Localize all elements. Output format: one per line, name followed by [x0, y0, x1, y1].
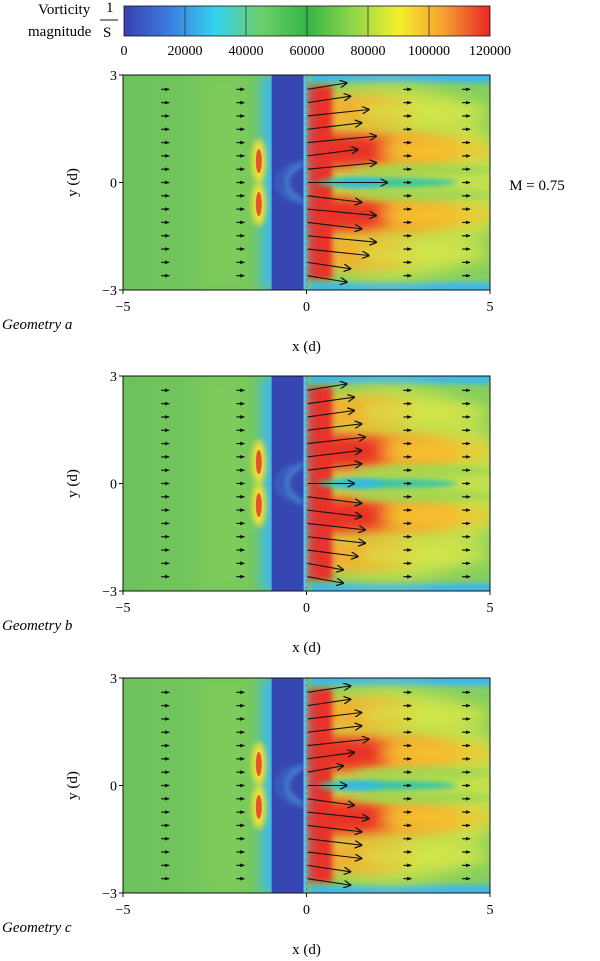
velocity-arrow-fan: [307, 275, 347, 282]
velocity-arrow-fan: [307, 562, 344, 569]
colorbar-tick-label: 80000: [351, 44, 386, 59]
velocity-arrow-fan: [307, 576, 344, 583]
mach-number-label: M = 0.75: [509, 178, 565, 194]
colorbar-tick-label: 40000: [229, 44, 264, 59]
velocity-arrow-fan: [307, 739, 369, 747]
vorticity-field: [123, 75, 490, 290]
colorbar-unit-denominator: S: [103, 25, 111, 41]
velocity-arrow-fan: [307, 522, 366, 529]
y-axis-label: y (d): [65, 469, 81, 498]
y-tick-label: 3: [110, 672, 117, 687]
velocity-arrow-fan: [307, 437, 366, 445]
velocity-arrow-fan: [307, 752, 355, 760]
y-tick-label: 3: [110, 370, 117, 385]
colorbar: Vorticity magnitude 1 S 0 20000 40000 60000…: [28, 0, 511, 59]
x-axis-label: x (d): [292, 942, 321, 958]
x-tick-label: 0: [303, 601, 310, 616]
velocity-arrow-fan: [307, 96, 351, 104]
velocity-arrow-fan: [307, 509, 362, 516]
y-tick-label: −3: [102, 284, 117, 299]
y-tick-label: −3: [102, 887, 117, 902]
velocity-arrow-fan: [307, 235, 377, 242]
x-tick-label: −5: [116, 300, 131, 315]
panel-3: 3 0 −3−5 0 5 x (d) y (d) Geometry c: [2, 672, 494, 958]
velocity-arrow-fan: [307, 248, 369, 255]
x-axis-label: x (d): [292, 339, 321, 355]
vorticity-field: [123, 376, 490, 591]
velocity-arrow-fan: [307, 811, 369, 818]
panels: 30−3−5 0 5x (d)y (d)Geometry a30−3−5 0 5x (d…: [2, 69, 494, 958]
velocity-arrow-fan: [307, 123, 362, 130]
colorbar-tick-label: 0: [121, 44, 128, 59]
velocity-arrow-fan: [307, 83, 347, 90]
velocity-arrow-fan: [307, 713, 362, 720]
y-tick-label: 0: [110, 780, 117, 795]
velocity-arrow-fan: [307, 208, 377, 215]
x-tick-label: 5: [487, 300, 494, 315]
geometry-label: Geometry b: [2, 618, 73, 634]
x-tick-label: 5: [487, 601, 494, 616]
velocity-arrow-fan: [307, 864, 351, 871]
velocity-arrow-fan: [307, 261, 351, 268]
x-tick-label: −5: [116, 601, 131, 616]
velocity-arrow-fan: [307, 726, 362, 733]
velocity-arrow-fan: [307, 536, 366, 543]
velocity-arrow-fan: [307, 384, 347, 391]
y-axis-label: y (d): [65, 168, 81, 197]
x-axis-label: x (d): [292, 640, 321, 656]
vorticity-field: [123, 678, 490, 893]
velocity-arrow-fan: [307, 838, 362, 845]
velocity-arrow-fan: [307, 450, 362, 458]
velocity-arrow-fan: [307, 798, 355, 805]
velocity-vectors: [161, 384, 471, 583]
y-tick-label: −3: [102, 585, 117, 600]
colorbar-title-line2: magnitude: [28, 24, 92, 40]
colorbar-tick-label: 120000: [469, 44, 511, 59]
velocity-arrow-fan: [307, 699, 351, 707]
velocity-arrow-fan: [307, 851, 362, 858]
colorbar-tick-label: 100000: [408, 44, 450, 59]
velocity-arrow-fan: [307, 824, 362, 831]
y-tick-label: 3: [110, 69, 117, 84]
velocity-arrow-fan: [307, 766, 344, 773]
velocity-arrow-fan: [307, 686, 351, 693]
velocity-arrow-fan: [307, 496, 362, 503]
panel-2: 3 0 −3−5 0 5 x (d) y (d) Geometry b: [2, 370, 494, 656]
colorbar-ticks: 0 20000 40000 60000 80000 100000 120000: [121, 6, 511, 59]
velocity-arrow-fan: [307, 464, 362, 471]
y-axis-label: y (d): [65, 771, 81, 800]
velocity-arrow-fan: [307, 424, 362, 431]
velocity-arrow-fan: [307, 110, 369, 117]
velocity-arrow-fan: [307, 195, 362, 202]
velocity-vectors: [161, 83, 471, 282]
colorbar-title-line1: Vorticity: [38, 2, 91, 18]
colorbar-tick-label: 60000: [290, 44, 325, 59]
geometry-label: Geometry a: [2, 317, 72, 333]
geometry-label: Geometry c: [2, 920, 72, 936]
colorbar-unit-numerator: 1: [106, 0, 114, 16]
velocity-arrow-fan: [307, 136, 377, 144]
velocity-arrow-fan: [307, 149, 358, 157]
velocity-arrow-fan: [307, 221, 362, 228]
velocity-arrow-fan: [307, 397, 355, 405]
velocity-arrow-fan: [307, 878, 351, 885]
velocity-vectors: [161, 686, 471, 885]
y-tick-label: 0: [110, 478, 117, 493]
x-tick-label: −5: [116, 903, 131, 918]
colorbar-tick-label: 20000: [168, 44, 203, 59]
x-tick-label: 0: [303, 300, 310, 315]
velocity-arrow-fan: [307, 549, 358, 556]
x-tick-label: 5: [487, 903, 494, 918]
x-tick-label: 0: [303, 903, 310, 918]
panel-1: 3 0 −3−5 0 5 x (d) y (d) Geometry a: [2, 69, 494, 355]
velocity-arrow-fan: [307, 163, 377, 170]
velocity-arrow-fan: [307, 411, 355, 418]
y-tick-label: 0: [110, 177, 117, 192]
